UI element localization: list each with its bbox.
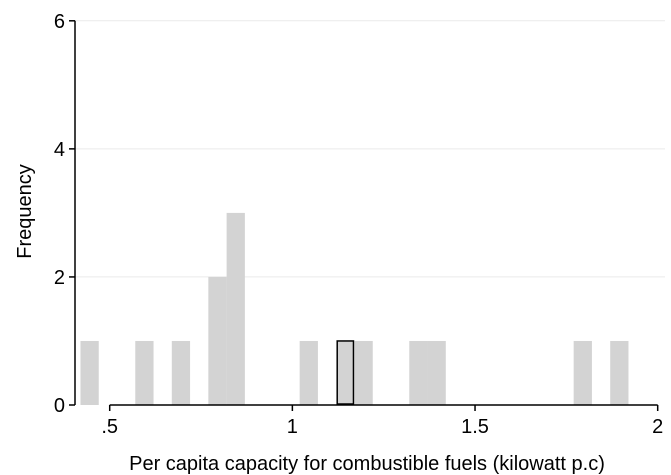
tick-labels: 0 2 4 6 .5 1 1.5 2 (54, 11, 663, 438)
histogram-bar (354, 340, 373, 405)
y-tick-label: 4 (54, 139, 65, 161)
x-tick-label: 1.5 (461, 416, 489, 438)
histogram-bar (135, 340, 154, 405)
x-tick-label: .5 (101, 416, 118, 438)
histogram-bar (226, 212, 245, 405)
y-axis-title: Frequency (14, 164, 36, 259)
y-tick-label: 2 (54, 267, 65, 289)
histogram-bar (573, 340, 592, 405)
histogram-bar-highlighted (336, 340, 355, 405)
histogram-bar (80, 340, 99, 405)
histogram-bar (610, 340, 629, 405)
x-axis-title: Per capita capacity for combustible fuel… (129, 453, 605, 475)
x-tick-label: 1 (287, 416, 298, 438)
y-tick-label: 6 (54, 11, 65, 33)
x-tick-label: 2 (652, 416, 663, 438)
histogram-bar (208, 276, 227, 405)
y-tick-label: 0 (54, 395, 65, 417)
bars (80, 212, 629, 405)
histogram-bar (299, 340, 318, 405)
histogram-bar (171, 340, 191, 405)
axes (74, 20, 658, 406)
grid-lines (75, 20, 665, 278)
histogram-bar (409, 340, 428, 405)
histogram-bar (427, 340, 446, 405)
